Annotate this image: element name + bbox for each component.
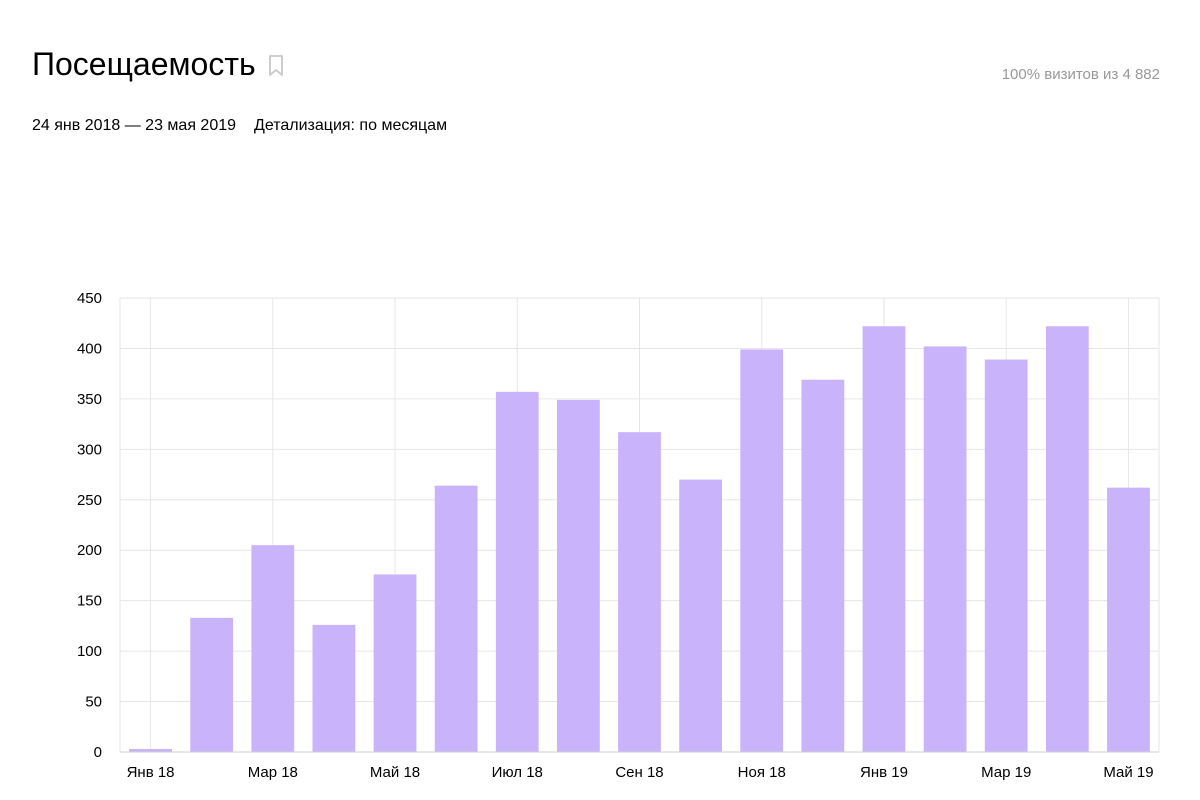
y-tick-label: 0 — [94, 744, 102, 761]
bar[interactable] — [923, 346, 967, 752]
date-range[interactable]: 24 янв 2018 — 23 мая 2019 — [32, 117, 237, 134]
bar[interactable] — [190, 617, 234, 752]
x-tick-label: Янв 19 — [860, 764, 908, 781]
y-tick-label: 100 — [77, 643, 102, 660]
bar[interactable] — [984, 359, 1028, 752]
y-tick-label: 300 — [77, 441, 102, 458]
bar[interactable] — [251, 545, 295, 752]
bar[interactable] — [679, 479, 723, 752]
y-tick-label: 400 — [77, 340, 102, 357]
bar[interactable] — [312, 624, 356, 752]
y-tick-label: 450 — [77, 290, 102, 307]
x-tick-label: Ноя 18 — [738, 764, 786, 781]
page-title: Посещаемость — [32, 46, 256, 82]
bar[interactable] — [740, 349, 784, 752]
detail-selector[interactable]: Детализация: по месяцам — [254, 117, 448, 134]
bar[interactable] — [495, 391, 539, 752]
y-tick-label: 200 — [77, 542, 102, 559]
x-tick-label: Июл 18 — [492, 764, 543, 781]
x-tick-label: Май 19 — [1103, 764, 1153, 781]
bookmark-icon[interactable] — [268, 55, 284, 79]
bar[interactable] — [1045, 326, 1089, 752]
y-tick-label: 50 — [85, 694, 102, 711]
bar[interactable] — [434, 485, 478, 752]
x-tick-label: Мар 18 — [248, 764, 298, 781]
y-tick-label: 150 — [77, 593, 102, 610]
x-tick-label: Янв 18 — [127, 764, 175, 781]
x-tick-label: Мар 19 — [981, 764, 1031, 781]
y-tick-label: 350 — [77, 391, 102, 408]
x-tick-label: Сен 18 — [615, 764, 663, 781]
period-line: 24 янв 2018 — 23 мая 2019 Детализация: п… — [32, 117, 447, 135]
y-tick-label: 250 — [77, 492, 102, 509]
bar[interactable] — [862, 326, 906, 752]
bar[interactable] — [801, 379, 845, 752]
x-tick-label: Май 18 — [370, 764, 420, 781]
bar[interactable] — [556, 399, 600, 752]
header: Посещаемость — [32, 44, 284, 84]
visits-summary: 100% визитов из 4 882 — [1001, 66, 1160, 83]
bar[interactable] — [373, 574, 417, 752]
bar[interactable] — [618, 432, 661, 752]
bar[interactable] — [129, 748, 172, 752]
bar[interactable] — [1107, 487, 1150, 752]
